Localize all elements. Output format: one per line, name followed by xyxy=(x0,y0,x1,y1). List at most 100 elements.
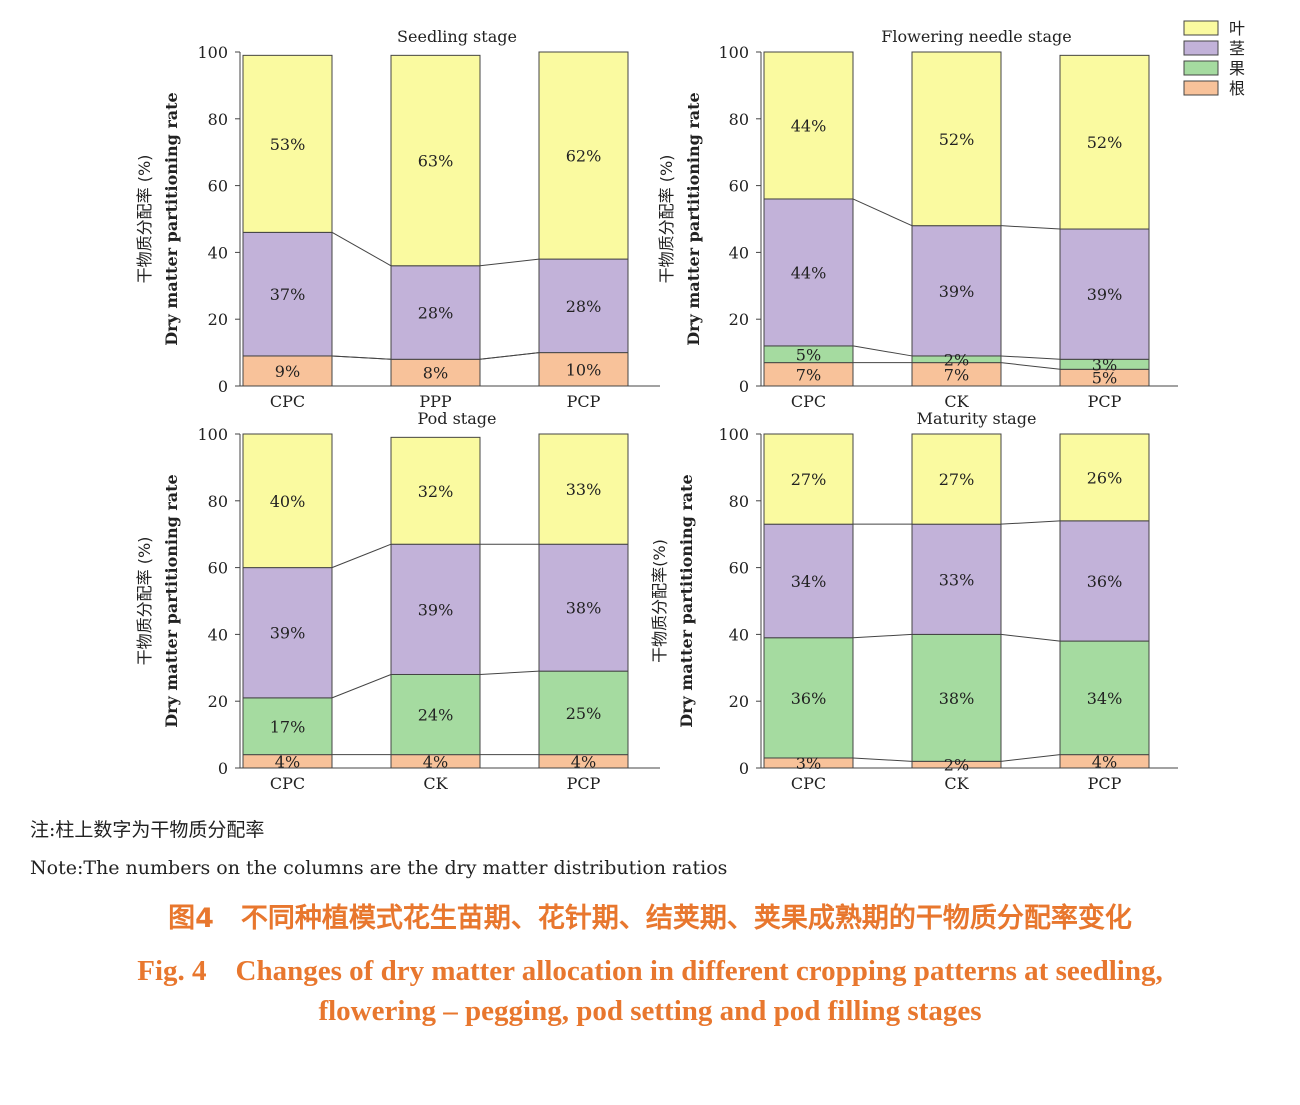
data-label: 39% xyxy=(1087,285,1123,304)
y-tick-label: 60 xyxy=(208,177,228,196)
caption-note-en: Note:The numbers on the columns are the … xyxy=(30,857,728,879)
bar-segment xyxy=(538,51,629,260)
y-tick-label: 0 xyxy=(739,377,749,396)
bar-segment xyxy=(763,198,854,347)
y-tick-label: 100 xyxy=(197,43,228,62)
bar-segment xyxy=(538,258,629,354)
data-label: 10% xyxy=(566,360,602,379)
x-tick-label: PCP xyxy=(1088,392,1122,411)
y-axis-label-en: Dry matter partitioning rate xyxy=(677,474,696,728)
data-label: 4% xyxy=(571,752,596,771)
legend-swatch xyxy=(1183,80,1219,96)
y-tick-label: 80 xyxy=(208,110,228,129)
y-tick-label: 40 xyxy=(208,625,228,644)
data-label: 44% xyxy=(791,116,827,135)
bar-segment xyxy=(538,543,629,672)
data-label: 33% xyxy=(939,570,975,589)
y-tick-label: 40 xyxy=(729,243,749,262)
y-axis-label-cn: 干物质分配率 (%) xyxy=(657,155,676,284)
bar-segment xyxy=(390,543,481,675)
bar-segment xyxy=(763,523,854,639)
bar-segment xyxy=(538,670,629,756)
bar-segment xyxy=(911,51,1002,227)
caption-note-cn: 注:柱上数字为干物质分配率 xyxy=(30,819,265,841)
y-tick-label: 20 xyxy=(729,310,749,329)
data-label: 2% xyxy=(944,756,969,775)
data-label: 53% xyxy=(270,135,306,154)
y-axis-label-cn: 干物质分配率(%) xyxy=(650,539,669,663)
bar-segment xyxy=(911,225,1002,357)
data-label: 26% xyxy=(1087,468,1123,487)
data-label: 52% xyxy=(1087,133,1123,152)
data-label: 17% xyxy=(270,717,306,736)
x-tick-label: CPC xyxy=(791,392,826,411)
legend-label: 根 xyxy=(1229,79,1245,98)
panel-title: Flowering needle stage xyxy=(881,27,1071,46)
data-label: 38% xyxy=(566,599,602,618)
y-tick-label: 0 xyxy=(739,759,749,778)
chart-figure: 0 20 40 60 80 100 干物质分配率 (%) Dry matter partiti… xyxy=(135,19,1245,793)
connector-line xyxy=(852,198,913,227)
bar-segment xyxy=(242,433,333,569)
x-tick-label: PCP xyxy=(1088,774,1122,793)
bar-segment xyxy=(242,567,333,699)
legend-swatch xyxy=(1183,40,1219,56)
bar-segment xyxy=(538,433,629,545)
bar-segment xyxy=(763,51,854,200)
data-label: 8% xyxy=(423,364,448,383)
y-axis-label-cn: 干物质分配率 (%) xyxy=(135,537,154,666)
y-tick-label: 0 xyxy=(218,377,228,396)
y-tick-label: 60 xyxy=(729,559,749,578)
data-label: 9% xyxy=(275,362,300,381)
connector-line xyxy=(852,757,913,762)
panel-title: Pod stage xyxy=(418,409,497,428)
connector-line xyxy=(479,352,540,360)
bar-segment xyxy=(763,637,854,759)
data-label: 33% xyxy=(566,480,602,499)
data-label: 37% xyxy=(270,285,306,304)
connector-line xyxy=(331,231,392,267)
data-label: 36% xyxy=(1087,572,1123,591)
data-label: 27% xyxy=(939,470,975,489)
data-label: 4% xyxy=(1092,752,1117,771)
y-tick-label: 20 xyxy=(729,692,749,711)
panel-title: Seedling stage xyxy=(397,27,517,46)
data-label: 4% xyxy=(275,752,300,771)
bar-segment xyxy=(1059,54,1150,230)
bar-segment xyxy=(390,436,481,545)
connector-line xyxy=(331,355,392,360)
connector-line xyxy=(1000,362,1061,370)
legend-swatch xyxy=(1183,20,1219,36)
data-label: 28% xyxy=(418,304,454,323)
x-tick-label: CPC xyxy=(270,392,305,411)
data-label: 7% xyxy=(944,365,969,384)
figure-title-en-line1: Fig. 4 Changes of dry matter allocation … xyxy=(137,955,1163,987)
bar-segment xyxy=(242,54,333,233)
data-label: 40% xyxy=(270,492,306,511)
data-label: 4% xyxy=(423,752,448,771)
y-tick-label: 0 xyxy=(218,759,228,778)
connector-line xyxy=(1000,225,1061,230)
x-tick-label: PPP xyxy=(419,392,452,411)
data-label: 39% xyxy=(939,282,975,301)
x-tick-label: CPC xyxy=(270,774,305,793)
x-tick-label: CK xyxy=(944,774,969,793)
data-label: 44% xyxy=(791,263,827,282)
data-label: 7% xyxy=(796,365,821,384)
data-label: 62% xyxy=(566,147,602,166)
connector-line xyxy=(1000,633,1061,642)
data-label: 52% xyxy=(939,130,975,149)
x-tick-label: CK xyxy=(423,774,448,793)
panel-title: Maturity stage xyxy=(917,409,1037,428)
data-label: 24% xyxy=(418,706,454,725)
y-tick-label: 20 xyxy=(208,692,228,711)
y-tick-label: 80 xyxy=(208,492,228,511)
data-label: 5% xyxy=(796,345,821,364)
bar-segment xyxy=(538,352,629,387)
data-label: 36% xyxy=(791,689,827,708)
y-tick-label: 80 xyxy=(729,110,749,129)
bar-segment xyxy=(390,265,481,360)
data-label: 39% xyxy=(418,600,454,619)
data-label: 34% xyxy=(1087,689,1123,708)
y-axis-label-cn: 干物质分配率 (%) xyxy=(135,155,154,284)
